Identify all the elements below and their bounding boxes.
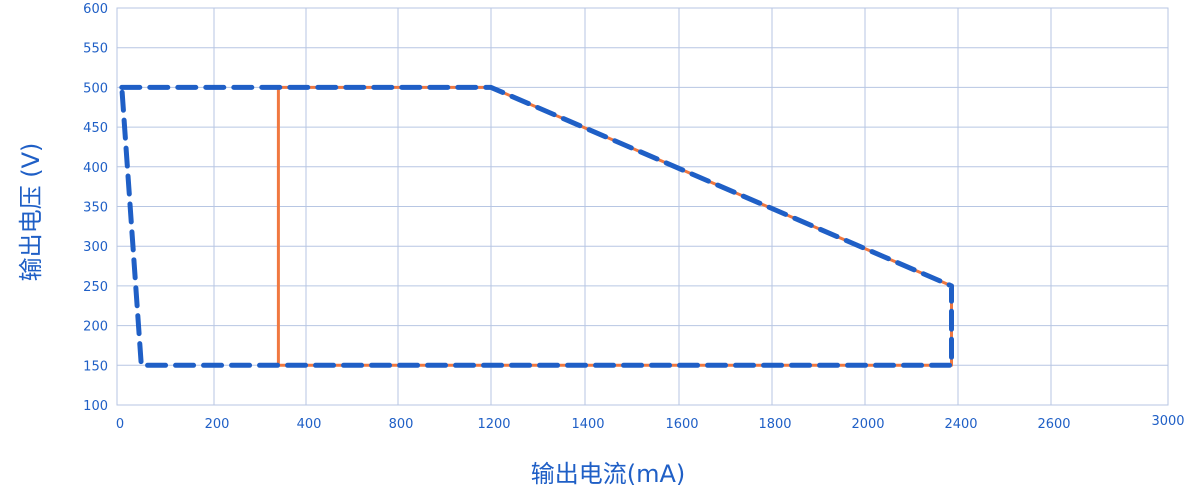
y-tick-label: 250 xyxy=(83,280,108,295)
x-axis-title: 输出电流(mA) xyxy=(531,460,686,488)
y-tick-labels: 100 150 200 250 300 350 400 450 500 550 600 xyxy=(83,2,108,414)
y-tick-label: 400 xyxy=(83,161,108,176)
x-tick-label: 400 xyxy=(297,417,322,432)
y-tick-label: 300 xyxy=(83,240,108,255)
x-tick-label: 2000 xyxy=(851,417,884,432)
x-tick-label: 1800 xyxy=(758,417,791,432)
y-tick-label: 450 xyxy=(83,121,108,136)
y-tick-label: 500 xyxy=(83,81,108,96)
y-tick-label: 100 xyxy=(83,399,108,414)
x-tick-label: 2400 xyxy=(944,417,977,432)
grid xyxy=(116,7,1169,406)
x-tick-label: 800 xyxy=(389,417,414,432)
series-layer xyxy=(119,84,954,368)
dashed-series-line xyxy=(119,84,954,368)
x-tick-label: 1400 xyxy=(571,417,604,432)
x-tick-label: 1200 xyxy=(477,417,510,432)
y-tick-label: 150 xyxy=(83,359,108,374)
y-tick-label: 200 xyxy=(83,320,108,335)
x-tick-labels: 0 200 400 800 1200 1400 1600 1800 2000 2400 2600 30… xyxy=(116,414,1185,432)
x-tick-label: 0 xyxy=(116,417,124,432)
y-tick-label: 350 xyxy=(83,201,108,216)
solid-series-line xyxy=(276,85,953,367)
y-tick-label: 600 xyxy=(83,2,108,17)
y-tick-label: 550 xyxy=(83,42,108,57)
x-tick-label: 3000 xyxy=(1151,414,1184,429)
x-tick-label: 1600 xyxy=(665,417,698,432)
x-tick-label: 200 xyxy=(205,417,230,432)
x-tick-label: 2600 xyxy=(1037,417,1070,432)
y-axis-title: 输出电压 (V) xyxy=(17,143,45,282)
